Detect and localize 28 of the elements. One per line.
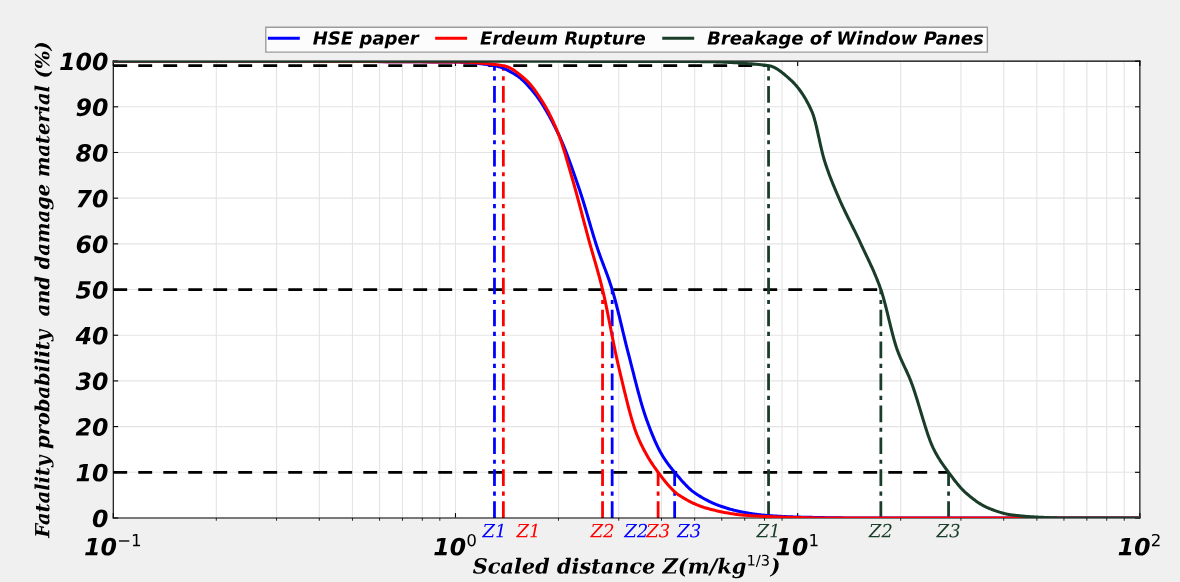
series-label: Z2 (590, 523, 614, 538)
series-label: Z1 (516, 523, 537, 538)
x-tick-label: 10$^{1}$ (776, 534, 818, 556)
y-tick-label: 0 (92, 509, 108, 528)
x-tick-label: 10$^{2}$ (1118, 533, 1160, 556)
legend-label: Erdeum Rupture (480, 30, 646, 49)
legend-label: Breakage of Window Panes (707, 30, 984, 49)
series-label: Z1 (756, 523, 778, 538)
x-tick-label: 10$^{0}$ (434, 533, 476, 556)
x-tick-label: 10$^{−1}$ (85, 534, 141, 556)
y-tick-label: 30 (75, 372, 108, 391)
series-label: Z3 (645, 523, 670, 538)
series-label: Z2 (623, 523, 648, 538)
y-tick-label: 20 (75, 418, 108, 436)
y-tick-label: 70 (77, 189, 108, 208)
y-tick-label: 60 (76, 235, 108, 254)
y-tick-label: 100 (60, 52, 108, 71)
series-label: Z3 (936, 523, 960, 538)
y-tick-label: 50 (75, 280, 108, 299)
y-tick-label: 10 (76, 463, 108, 482)
series-label: Z1 (481, 523, 503, 538)
series-label: Z2 (868, 523, 892, 538)
y-tick-label: 40 (75, 326, 108, 345)
series-label: Z3 (676, 523, 701, 538)
y-tick-label: 80 (76, 143, 108, 162)
y-axis-title: Fatality probability and damage material (%) (34, 43, 54, 539)
legend-label: HSE paper (313, 31, 420, 49)
y-tick-label: 90 (76, 98, 108, 117)
